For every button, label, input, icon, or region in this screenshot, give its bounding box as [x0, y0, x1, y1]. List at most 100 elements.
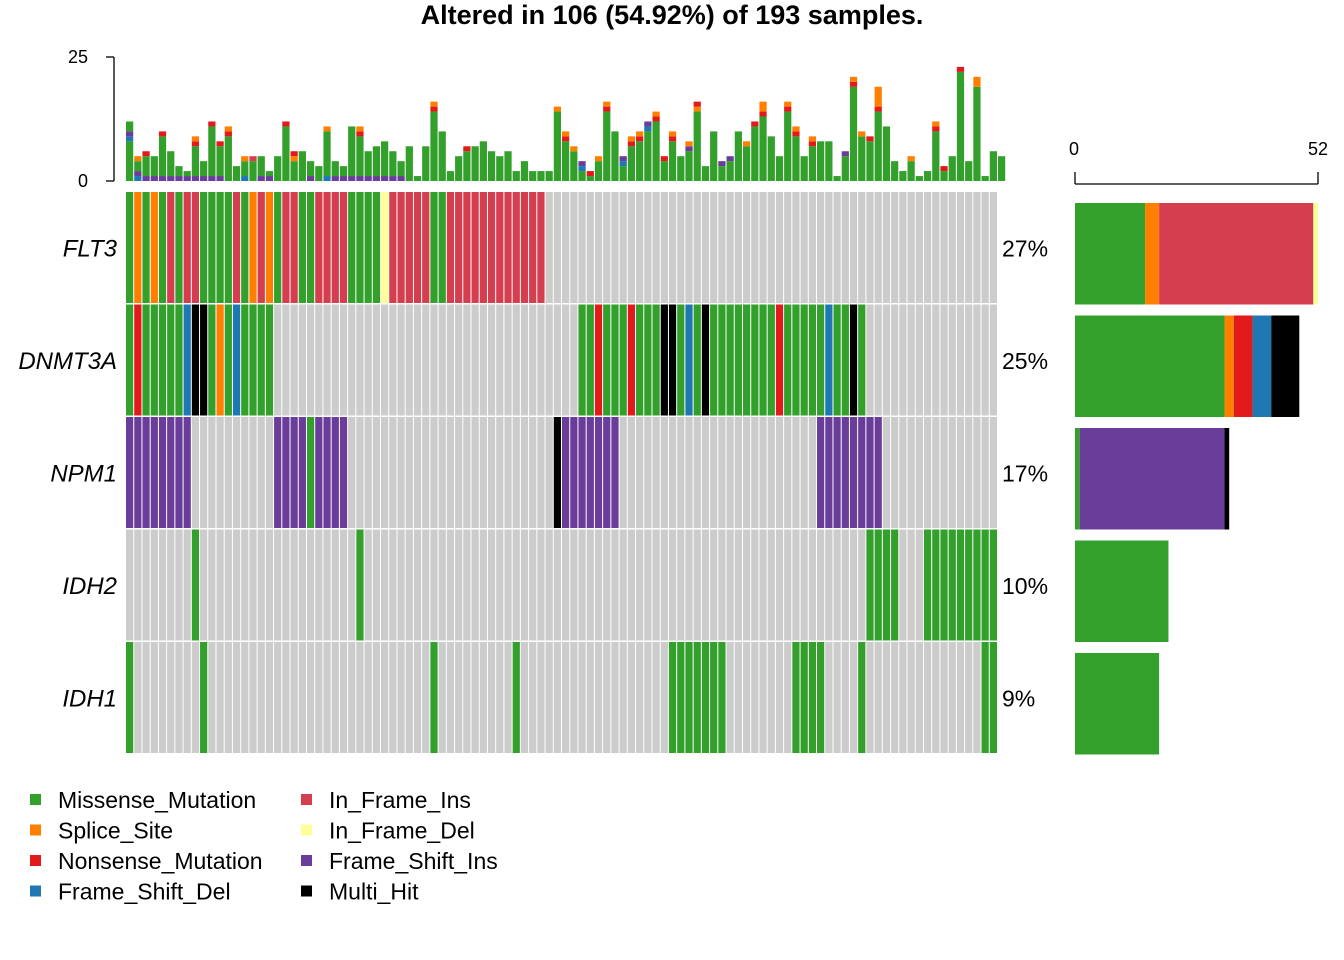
matrix-cell-NPM1-48: [512, 417, 520, 528]
tmb-bar-segment: [397, 161, 405, 177]
matrix-cell-DNMT3A-68: [677, 304, 685, 416]
matrix-cell-IDH2-91: [866, 529, 874, 641]
matrix-cell-DNMT3A-85: [817, 304, 825, 416]
tmb-bar-segment: [956, 66, 965, 72]
tmb-bar-segment: [356, 176, 364, 181]
tmb-bar-segment: [726, 161, 734, 181]
matrix-cell-NPM1-11: [208, 417, 216, 528]
matrix-cell-IDH1-23: [306, 642, 315, 753]
matrix-cell-NPM1-86: [825, 417, 833, 528]
matrix-cell-FLT3-79: [767, 192, 775, 303]
matrix-cell-IDH1-58: [594, 642, 603, 753]
legend-label: Nonsense_Mutation: [58, 848, 263, 874]
matrix-cell-IDH1-28: [348, 642, 356, 753]
matrix-cell-NPM1-60: [611, 417, 619, 528]
tmb-bar-segment: [652, 116, 660, 122]
matrix-cell-IDH2-98: [923, 529, 932, 641]
matrix-cell-NPM1-57: [586, 417, 594, 528]
tmb-bar-segment: [808, 136, 817, 142]
matrix-cell-IDH2-85: [817, 529, 825, 641]
matrix-cell-FLT3-2: [134, 192, 142, 303]
matrix-cell-NPM1-67: [668, 417, 677, 528]
percent-label-IDH1: 9%: [1002, 685, 1035, 711]
matrix-cell-DNMT3A-24: [315, 304, 323, 416]
matrix-cell-DNMT3A-34: [397, 304, 405, 416]
tmb-bar-segment: [956, 71, 965, 181]
matrix-cell-FLT3-78: [759, 192, 767, 303]
matrix-cell-NPM1-78: [759, 417, 767, 528]
tmb-bar-segment: [668, 136, 677, 142]
matrix-cell-FLT3-94: [891, 192, 899, 303]
matrix-cell-IDH1-89: [849, 642, 858, 753]
percent-label-FLT3: 27%: [1002, 235, 1048, 261]
matrix-cell-FLT3-39: [438, 192, 446, 303]
tmb-bar-segment: [183, 176, 191, 181]
matrix-cell-IDH1-66: [660, 642, 668, 753]
matrix-cell-FLT3-21: [290, 192, 298, 303]
tmb-bar-segment: [562, 131, 570, 137]
matrix-cell-DNMT3A-38: [430, 304, 438, 416]
matrix-cell-DNMT3A-13: [224, 304, 232, 416]
tmb-bar-segment: [389, 151, 397, 177]
matrix-cell-FLT3-82: [792, 192, 800, 303]
matrix-cell-NPM1-4: [150, 417, 158, 528]
matrix-cell-IDH1-39: [438, 642, 446, 753]
matrix-cell-NPM1-17: [257, 417, 265, 528]
tmb-bar-segment: [372, 176, 381, 181]
matrix-cell-DNMT3A-22: [298, 304, 306, 416]
matrix-cell-DNMT3A-32: [381, 304, 389, 416]
matrix-cell-IDH1-86: [825, 642, 833, 753]
matrix-cell-IDH2-49: [520, 529, 529, 641]
tmb-bar-segment: [570, 146, 578, 152]
matrix-cell-IDH2-96: [907, 529, 915, 641]
tmb-bar-segment: [784, 111, 792, 181]
matrix-cell-FLT3-58: [594, 192, 603, 303]
matrix-cell-DNMT3A-4: [150, 304, 158, 416]
matrix-cell-NPM1-81: [784, 417, 792, 528]
matrix-cell-NPM1-10: [200, 417, 208, 528]
matrix-cell-DNMT3A-12: [216, 304, 224, 416]
legend-item: Frame_Shift_Ins: [301, 848, 498, 874]
gene-bar-segment-FLT3: [1145, 203, 1160, 305]
matrix-cell-FLT3-46: [496, 192, 504, 303]
matrix-cell-IDH1-19: [274, 642, 282, 753]
matrix-cell-IDH1-67: [668, 642, 677, 753]
tmb-bar-segment: [438, 131, 446, 181]
matrix-cell-IDH2-52: [545, 529, 553, 641]
matrix-cell-IDH2-65: [652, 529, 660, 641]
matrix-cell-IDH2-51: [537, 529, 545, 641]
tmb-bar-segment: [265, 171, 274, 177]
top-tmb-axis: 0 25: [68, 47, 115, 191]
tmb-bar-segment: [792, 131, 800, 137]
matrix-cell-DNMT3A-69: [685, 304, 693, 416]
matrix-cell-IDH2-30: [364, 529, 372, 641]
tmb-bar-segment: [323, 131, 331, 177]
matrix-cell-IDH2-69: [685, 529, 693, 641]
tmb-bar-segment: [356, 131, 364, 137]
matrix-cell-NPM1-38: [430, 417, 438, 528]
matrix-cell-DNMT3A-79: [767, 304, 775, 416]
matrix-cell-IDH2-82: [792, 529, 800, 641]
matrix-cell-IDH2-104: [973, 529, 981, 641]
matrix-cell-DNMT3A-58: [594, 304, 603, 416]
matrix-cell-NPM1-77: [751, 417, 759, 528]
matrix-cell-FLT3-104: [973, 192, 981, 303]
matrix-cell-IDH2-70: [693, 529, 701, 641]
tmb-bar-segment: [331, 161, 339, 177]
legend-item: Multi_Hit: [301, 879, 419, 905]
matrix-cell-FLT3-87: [833, 192, 841, 303]
matrix-cell-FLT3-25: [323, 192, 331, 303]
matrix-cell-DNMT3A-37: [422, 304, 430, 416]
matrix-cell-NPM1-12: [216, 417, 224, 528]
tmb-bar-segment: [496, 156, 504, 181]
tmb-bar-segment: [372, 146, 381, 177]
matrix-cell-IDH2-56: [578, 529, 586, 641]
tmb-bar-segment: [767, 136, 775, 181]
matrix-cell-DNMT3A-25: [323, 304, 331, 416]
matrix-cell-NPM1-54: [562, 417, 570, 528]
matrix-cell-FLT3-61: [619, 192, 627, 303]
legend-swatch: [301, 855, 312, 866]
matrix-cell-FLT3-3: [142, 192, 150, 303]
matrix-cell-IDH1-20: [282, 642, 290, 753]
tmb-bar-segment: [208, 176, 216, 181]
